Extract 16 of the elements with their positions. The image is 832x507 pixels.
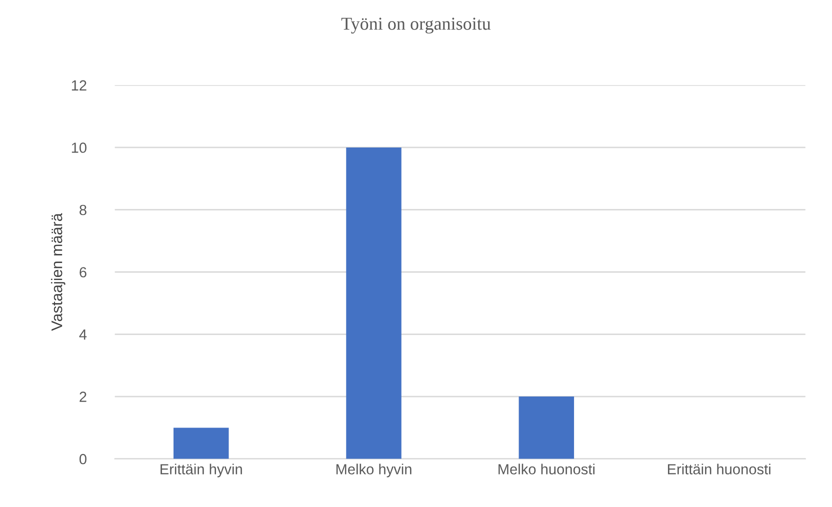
y-tick-label: 10 xyxy=(72,142,86,153)
y-axis-title: Vastaajien määrä xyxy=(51,213,66,331)
x-tick-label: Melko hyvin xyxy=(336,464,412,478)
x-tick-label: Melko huonosti xyxy=(498,464,594,474)
x-tick-label: Erittäin huonosti xyxy=(668,464,770,474)
chart-title: Työni on organisoitu xyxy=(341,18,491,34)
y-tick-label: 6 xyxy=(80,267,86,278)
bar xyxy=(346,147,402,459)
x-tick-label: Erittäin hyvin xyxy=(160,464,242,478)
bar xyxy=(174,428,229,459)
y-tick-label: 4 xyxy=(79,330,87,340)
y-tick-label: 12 xyxy=(72,80,86,90)
y-tick-label: 2 xyxy=(80,392,86,402)
bar xyxy=(518,396,574,459)
y-tick-label: 8 xyxy=(80,204,86,216)
y-tick-label: 0 xyxy=(80,454,86,464)
